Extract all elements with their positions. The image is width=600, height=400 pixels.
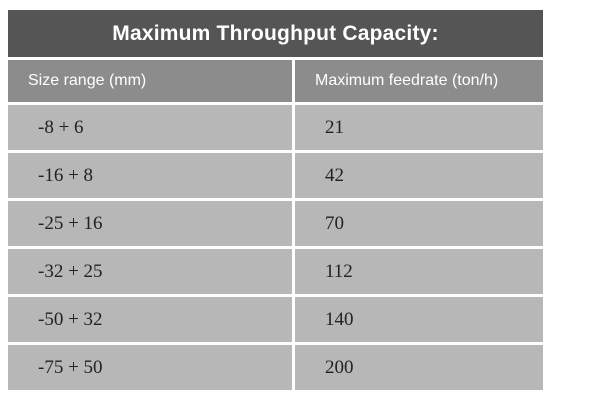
table-cell: -8 + 6: [8, 105, 292, 150]
table-cell: -16 + 8: [8, 153, 292, 198]
table-cell: -32 + 25: [8, 249, 292, 294]
table-cell: 70: [295, 201, 543, 246]
table-cell: 42: [295, 153, 543, 198]
table-cell: 140: [295, 297, 543, 342]
table-cell: -50 + 32: [8, 297, 292, 342]
table-title: Maximum Throughput Capacity:: [8, 10, 543, 57]
table-cell: -25 + 16: [8, 201, 292, 246]
table-cell: 112: [295, 249, 543, 294]
header-cell: Size range (mm): [8, 60, 292, 102]
table-cell: -75 + 50: [8, 345, 292, 390]
table-cell: 200: [295, 345, 543, 390]
table-cell: 21: [295, 105, 543, 150]
header-cell: Maximum feedrate (ton/h): [295, 60, 543, 102]
